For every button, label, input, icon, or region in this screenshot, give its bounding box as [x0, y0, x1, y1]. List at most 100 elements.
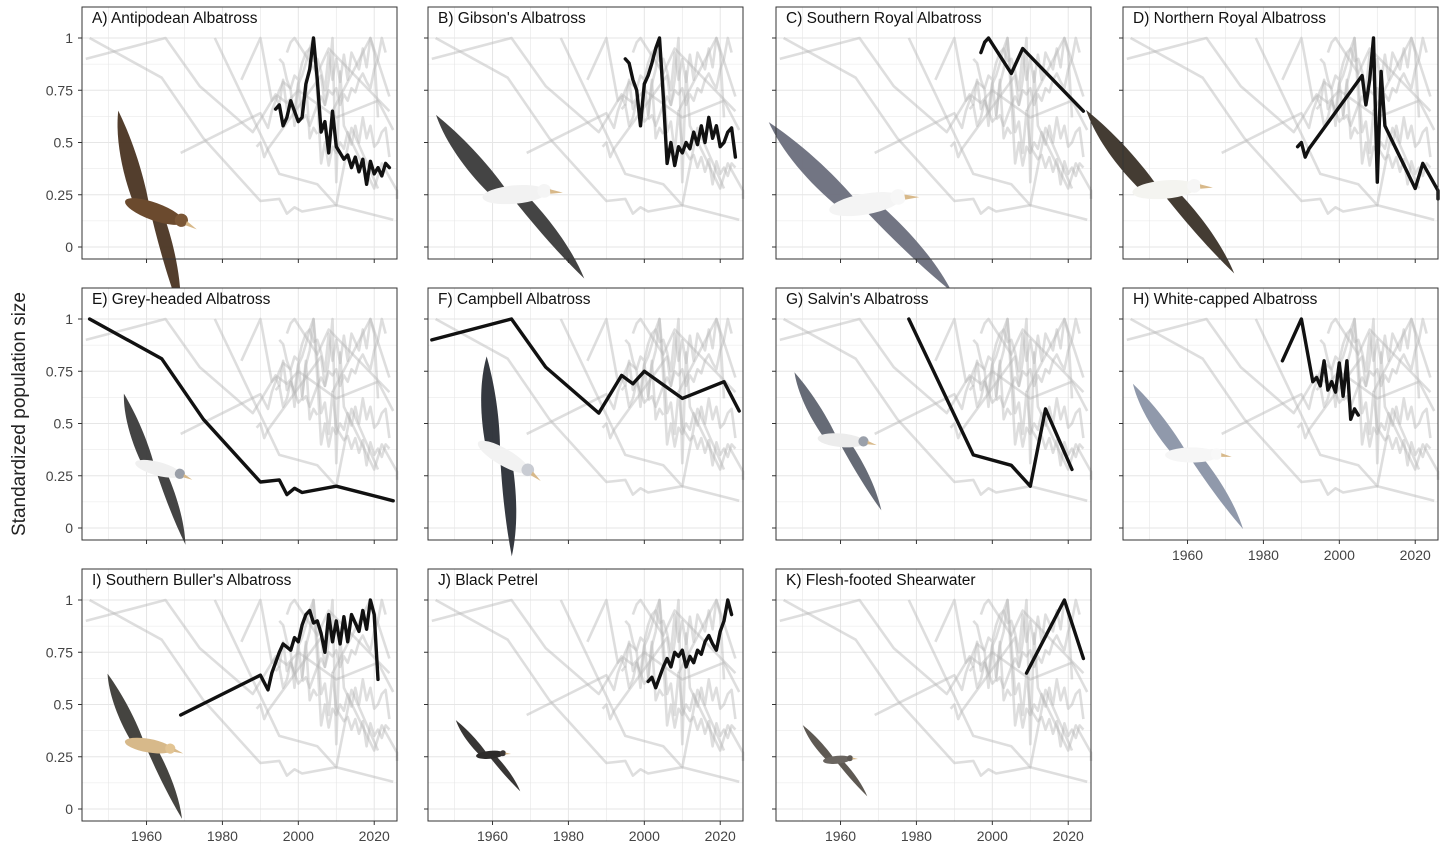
- x-tick-label: 2020: [1400, 547, 1431, 563]
- royal-albatross-photo: [768, 122, 952, 292]
- panel-g: G) Salvin's Albatross: [772, 287, 1093, 544]
- background-series-line: [526, 36, 726, 155]
- panel-e: E) Grey-headed Albatross 0 0.25 0.5 0.75 1: [46, 287, 399, 545]
- background-series-line: [180, 36, 380, 155]
- background-series: [434, 317, 745, 503]
- background-series-line: [85, 317, 395, 415]
- background-series-line: [979, 598, 1085, 675]
- background-series-line: [1372, 317, 1432, 393]
- background-series-line: [526, 598, 726, 717]
- background-series-line: [782, 317, 1088, 503]
- background-series-line: [601, 598, 745, 761]
- y-tick-label: 0.25: [46, 468, 73, 484]
- panel-j: J) Black Petrel 1960 1980 2000 2020: [424, 568, 745, 844]
- background-series: [779, 317, 1093, 503]
- background-series-line: [1025, 317, 1085, 393]
- grid: [82, 569, 397, 821]
- panel-border: [427, 568, 744, 822]
- panel-background: [776, 569, 1091, 821]
- background-series: [85, 317, 399, 488]
- highlight-series-line: [646, 598, 734, 690]
- campbell-albatross-photo: [477, 356, 541, 557]
- panel-border: [427, 6, 744, 260]
- x-tick-label: 1960: [477, 828, 508, 844]
- background-series: [431, 598, 745, 784]
- y-tick-label: 0.25: [46, 749, 73, 765]
- x-tick-label: 2020: [705, 828, 736, 844]
- panel-k: K) Flesh-footed Shearwater 1960 1980 2000 20…: [772, 568, 1093, 844]
- y-tick-label: 0.75: [46, 644, 73, 660]
- background-series-line: [1129, 36, 1435, 222]
- panel-background: [776, 7, 1091, 259]
- background-series-line: [240, 36, 319, 140]
- background-series-line: [1372, 36, 1432, 112]
- panel-title: J) Black Petrel: [438, 572, 538, 589]
- background-series-line: [647, 36, 733, 128]
- panel-title: K) Flesh-footed Shearwater: [786, 572, 976, 589]
- panel-f: F) Campbell Albatross: [424, 287, 745, 557]
- background-series-line: [285, 317, 391, 394]
- y-tick-label: 1: [65, 30, 73, 46]
- x-tick-label: 1960: [825, 828, 856, 844]
- x-tick-label: 2020: [1053, 828, 1084, 844]
- background-series-line: [331, 36, 391, 112]
- panel-border: [775, 6, 1092, 260]
- grid: [776, 288, 1091, 540]
- background-series-line: [240, 598, 319, 702]
- background-series-line: [995, 598, 1081, 690]
- panels-container: A) Antipodean Albatross 0 0.25 0.5 0.75 1 B) G…: [46, 6, 1440, 844]
- panel-border: [81, 287, 398, 541]
- background-series-line: [331, 317, 391, 393]
- background-series-line: [1342, 36, 1428, 128]
- panel-title: I) Southern Buller's Albatross: [92, 572, 292, 589]
- background-series-line: [434, 36, 740, 222]
- highlight-series-line: [979, 36, 1086, 113]
- panel-border: [81, 6, 398, 260]
- background-series-line: [559, 37, 726, 207]
- highlight-series-line: [179, 598, 380, 717]
- y-tick-label: 0: [65, 239, 73, 255]
- background-series-line: [934, 317, 1013, 421]
- background-series: [85, 36, 399, 222]
- background-series-line: [779, 317, 1089, 415]
- background-series-line: [586, 317, 665, 421]
- highlight-series-line: [273, 36, 392, 186]
- highlight-series-line: [1024, 598, 1086, 675]
- panel-background: [82, 7, 397, 259]
- panel-title: H) White-capped Albatross: [1133, 291, 1318, 308]
- grid: [428, 569, 743, 821]
- background-series-line: [782, 36, 1088, 222]
- background-series-line: [274, 598, 391, 748]
- background-series-line: [631, 598, 737, 675]
- background-series-line: [586, 36, 665, 140]
- background-series-line: [874, 317, 1074, 436]
- panel-border: [427, 287, 744, 541]
- background-series-line: [1342, 317, 1428, 409]
- panel-title: D) Northern Royal Albatross: [1133, 10, 1326, 27]
- panel-b: B) Gibson's Albatross: [424, 6, 745, 279]
- background-series-line: [677, 598, 737, 674]
- x-tick-label: 1960: [131, 828, 162, 844]
- panel-border: [775, 568, 1092, 822]
- brown-albatross-photo: [117, 110, 197, 313]
- background-series-line: [949, 317, 1093, 480]
- highlight-series-line: [907, 317, 1074, 488]
- x-tick-label: 1960: [1172, 547, 1203, 563]
- background-series-line: [968, 36, 1085, 186]
- background-series-line: [968, 317, 1085, 467]
- y-tick-label: 0: [65, 520, 73, 536]
- background-series-line: [274, 317, 391, 467]
- background-series-line: [285, 36, 391, 113]
- y-tick-label: 0.25: [46, 187, 73, 203]
- background-series-line: [620, 317, 737, 467]
- panel-background: [1123, 7, 1438, 259]
- panel-title: G) Salvin's Albatross: [786, 291, 929, 308]
- x-tick-label: 2000: [283, 828, 314, 844]
- background-series-line: [874, 36, 1074, 155]
- panel-title: A) Antipodean Albatross: [92, 10, 258, 27]
- background-series-line: [526, 317, 726, 436]
- grid: [82, 288, 397, 540]
- highlight-series-line: [623, 36, 738, 168]
- background-series-line: [1296, 317, 1440, 480]
